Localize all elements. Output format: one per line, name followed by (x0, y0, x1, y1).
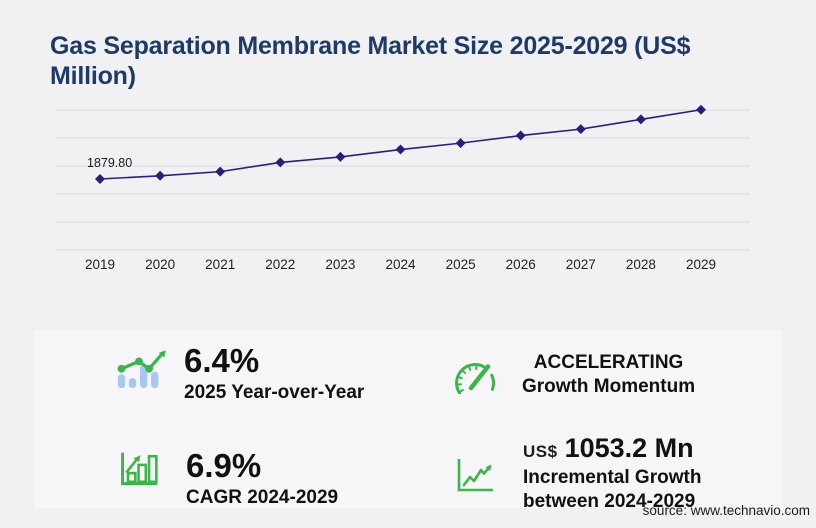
cagr-value: 6.9% (186, 447, 262, 484)
market-size-chart: 2019 2020 2021 2022 2023 2024 2025 2026 2027 2028… (50, 95, 755, 280)
momentum-status: ACCELERATING (533, 352, 684, 373)
incremental-label-line1: Incremental Growth (523, 466, 702, 488)
bar-chart-growth-icon (118, 449, 160, 494)
x-axis-label: 2021 (205, 257, 235, 272)
stat-incremental: US$ 1053.2 Mn Incremental Growth between… (408, 419, 782, 512)
stats-panel: 6.4% 2025 Year-over-Year (34, 330, 782, 512)
chart-point (155, 170, 166, 181)
chart-point (515, 130, 526, 141)
incremental-value: 1053.2 Mn (564, 433, 694, 463)
bar-line-growth-icon (110, 342, 168, 395)
stat-yoy: 6.4% 2025 Year-over-Year (34, 330, 408, 419)
chart-point (275, 157, 286, 168)
x-axis-label: 2020 (145, 257, 175, 272)
chart-point (95, 173, 105, 184)
stat-cagr: 6.9% CAGR 2024-2029 (34, 419, 408, 508)
x-axis-label: 2019 (85, 257, 115, 272)
x-axis-label: 2023 (325, 257, 355, 272)
chart-series-line (99, 108, 702, 180)
source-attribution: source: www.technavio.com (642, 503, 810, 518)
x-axis-label: 2026 (506, 257, 536, 272)
x-axis-label: 2027 (566, 257, 596, 272)
momentum-label: Growth Momentum (522, 376, 696, 397)
chart-point (335, 151, 346, 162)
page-title: Gas Separation Membrane Market Size 2025… (50, 31, 750, 91)
cagr-label: CAGR 2024-2029 (186, 486, 339, 508)
chart-point (696, 104, 706, 115)
market-size-line-chart: 2019 2020 2021 2022 2023 2024 2025 2026 2027 2028… (55, 104, 750, 272)
page-title-line1: Gas Separation Membrane Market Size 2025… (50, 31, 691, 60)
speedometer-icon (448, 352, 498, 399)
chart-point (395, 144, 406, 155)
chart-point (455, 138, 466, 149)
x-axis-label: 2025 (446, 257, 476, 272)
incremental-label-line2: between 2024-2029 (523, 490, 696, 512)
incremental-currency: US$ (523, 442, 558, 461)
stat-momentum: ACCELERATING Growth Momentum (408, 330, 782, 419)
chart-point (215, 166, 226, 177)
x-axis-label: 2022 (265, 257, 295, 272)
x-axis-label: 2024 (385, 257, 416, 272)
first-point-data-label: 1879.80 (87, 156, 132, 170)
x-axis-label: 2029 (686, 257, 716, 272)
page-title-line2: Million) (50, 61, 136, 90)
chart-point (575, 124, 586, 135)
x-axis-label: 2028 (626, 257, 656, 272)
line-growth-icon (455, 457, 495, 498)
yoy-label: 2025 Year-over-Year (184, 381, 365, 403)
chart-point (635, 114, 646, 125)
yoy-value: 6.4% (184, 342, 260, 379)
